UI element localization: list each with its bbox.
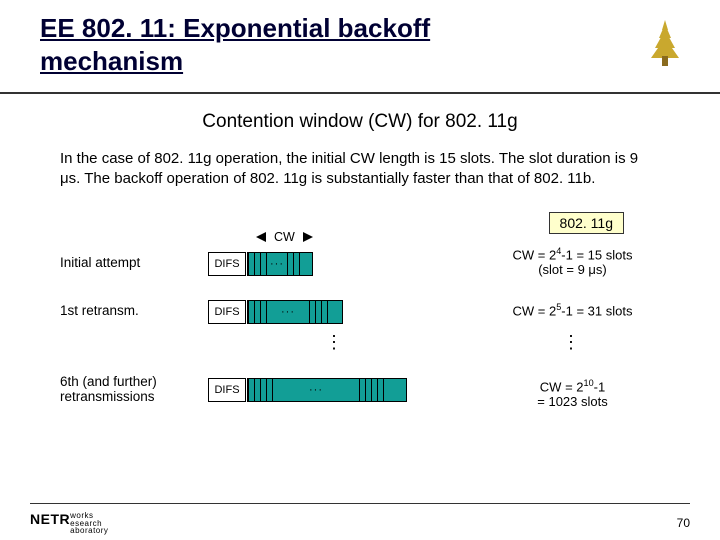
backoff-diagram: 802. 11g CW Initial attempt DIFS ··· 1st… — [60, 212, 660, 422]
difs-box: DIFS — [208, 378, 246, 402]
cw-description: CW = 25-1 = 31 slots — [485, 302, 660, 319]
logo-text: NETR — [30, 511, 70, 527]
slide-title-line2: mechanism — [40, 45, 680, 78]
ellipsis: ··· — [267, 306, 309, 318]
arrow-left-icon — [256, 232, 270, 242]
tree-logo-icon — [640, 18, 690, 68]
subtitle: Contention window (CW) for 802. 11g — [50, 111, 670, 133]
title-block: EE 802. 11: Exponential backoff mechanis… — [0, 0, 720, 81]
cw-slots-bar: ··· — [247, 378, 407, 402]
vertical-ellipsis-icon: ⋮ — [325, 332, 343, 353]
protocol-badge: 802. 11g — [549, 212, 624, 234]
vertical-ellipsis-icon: ⋮ — [562, 332, 580, 353]
difs-box: DIFS — [208, 252, 246, 276]
horizontal-rule-top — [0, 92, 720, 94]
cw-slots-bar: ··· — [247, 252, 313, 276]
content-area: Contention window (CW) for 802. 11g In t… — [0, 81, 720, 422]
row-label: 6th (and further) retransmissions — [60, 375, 208, 405]
footer-logo: NETRworksesearchaboratory — [30, 511, 108, 534]
logo-subtext: worksesearchaboratory — [70, 512, 108, 534]
row-label: 1st retransm. — [60, 304, 208, 319]
ellipsis: ··· — [267, 258, 287, 270]
ellipsis: ··· — [273, 384, 359, 396]
arrow-right-icon — [299, 232, 313, 242]
body-paragraph: In the case of 802. 11g operation, the i… — [60, 149, 660, 190]
cw-label: CW — [274, 230, 295, 244]
difs-box: DIFS — [208, 300, 246, 324]
row-label-line: 6th (and further) — [60, 374, 157, 389]
cw-description: CW = 24-1 = 15 slots (slot = 9 μs) — [485, 246, 660, 279]
cw-width-indicator: CW — [256, 230, 313, 244]
row-label-line: retransmissions — [60, 389, 155, 404]
page-number: 70 — [677, 516, 690, 530]
horizontal-rule-bottom — [30, 503, 690, 505]
row-label: Initial attempt — [60, 256, 208, 271]
cw-slots-bar: ··· — [247, 300, 343, 324]
cw-description: CW = 210-1 = 1023 slots — [485, 378, 660, 411]
slide-title-line1: EE 802. 11: Exponential backoff — [40, 12, 680, 45]
